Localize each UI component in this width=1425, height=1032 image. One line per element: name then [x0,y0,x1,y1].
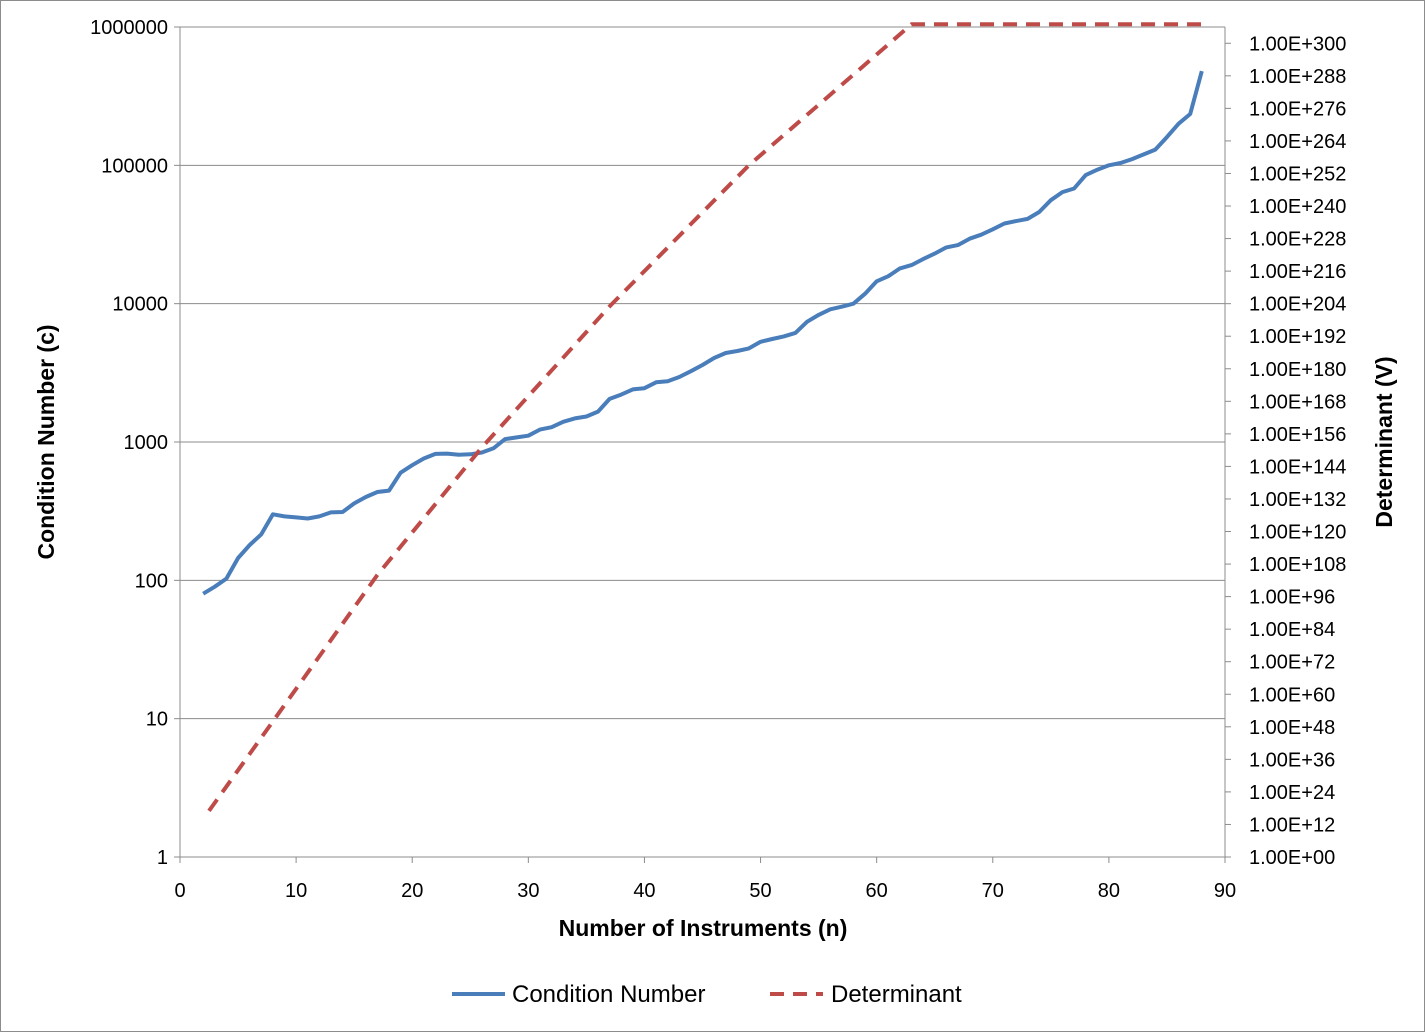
y2-tick-label: 1.00E+240 [1249,196,1346,218]
y2-tick-labels: 1.00E+00 1.00E+12 1.00E+24 1.00E+36 1.00E+48… [1249,33,1346,869]
y2-tick-label: 1.00E+300 [1249,33,1346,55]
y2-tick-label: 1.00E+156 [1249,424,1346,446]
x-tick-label-70: 70 [982,880,1004,902]
y2-tick-label: 1.00E+180 [1249,359,1346,381]
y2-tick-label: 1.00E+96 [1249,587,1335,609]
x-tick-label-90: 90 [1214,880,1236,902]
y2-tick-label: 1.00E+168 [1249,391,1346,413]
y2-tick-label: 1.00E+276 [1249,98,1346,120]
series-line-condition-number [202,70,1204,596]
y2-axis-title: Determinant (V) [1371,356,1397,527]
y-axis-title: Condition Number (c) [33,324,59,559]
plot-area [202,22,1204,813]
y-tick-label-1000000: 1000000 [90,17,168,39]
y2-tick-label: 1.00E+24 [1249,782,1335,804]
y2-tick-label: 1.00E+72 [1249,652,1335,674]
x-tick-label-40: 40 [633,880,655,902]
y2-tick-label: 1.00E+216 [1249,261,1346,283]
y2-tick-label: 1.00E+204 [1249,294,1346,316]
y2-tick-label: 1.00E+120 [1249,522,1346,544]
x-axis-title: Number of Instruments (n) [559,915,848,941]
y2-tick-label: 1.00E+288 [1249,66,1346,88]
x-tick-label-50: 50 [749,880,771,902]
y2-tick-label: 1.00E+144 [1249,456,1346,478]
y-tick-label-1000: 1000 [124,432,169,454]
x-tick-label-10: 10 [285,880,307,902]
x-tick-label-60: 60 [866,880,888,902]
y2-tick-label: 1.00E+00 [1249,847,1335,869]
y-tick-label-10000: 10000 [112,294,168,316]
y-tick-labels: 1 10 100 1000 10000 100000 1000000 [90,17,168,869]
y2-tick-label: 1.00E+228 [1249,229,1346,251]
legend-label-determinant: Determinant [831,981,962,1008]
y2-tick-label: 1.00E+264 [1249,131,1346,153]
y2-tick-label: 1.00E+252 [1249,163,1346,185]
y2-tick-label: 1.00E+36 [1249,749,1335,771]
y2-tick-label: 1.00E+60 [1249,684,1335,706]
x-tick-label-80: 80 [1098,880,1120,902]
y-tick-label-10: 10 [146,709,168,731]
x-tick-label-20: 20 [401,880,423,902]
legend: Condition Number Determinant [452,981,962,1008]
x-tick-label-0: 0 [174,880,185,902]
y-tick-label-1: 1 [157,847,168,869]
x-tick-labels: 0 10 20 30 40 50 60 70 80 90 [174,880,1236,902]
y2-tick-label: 1.00E+192 [1249,326,1346,348]
y2-tick-label: 1.00E+132 [1249,489,1346,511]
axes [174,26,1231,863]
series-line-determinant [207,22,1202,813]
legend-label-condition-number: Condition Number [512,981,705,1008]
y2-tick-label: 1.00E+12 [1249,814,1335,836]
x-tick-label-30: 30 [517,880,539,902]
y2-tick-label: 1.00E+84 [1249,619,1335,641]
gridlines [180,26,1225,720]
y2-tick-label: 1.00E+108 [1249,554,1346,576]
y-tick-label-100: 100 [135,570,168,592]
y2-tick-label: 1.00E+48 [1249,717,1335,739]
y-tick-label-100000: 100000 [101,155,168,177]
